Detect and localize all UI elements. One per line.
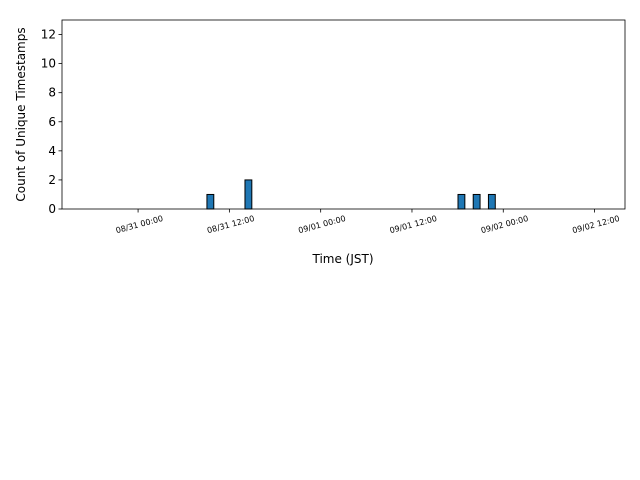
y-tick-label: 4 <box>48 144 56 158</box>
bar <box>487 193 496 210</box>
y-tick-label: 8 <box>48 86 56 100</box>
y-tick-label: 10 <box>41 57 56 71</box>
y-axis-label: Count of Unique Timestamps <box>14 27 28 201</box>
y-tick-label: 12 <box>41 28 56 42</box>
bar <box>206 193 215 210</box>
plot-frame <box>61 19 626 210</box>
y-tick-label: 0 <box>48 202 56 216</box>
y-tick-label: 2 <box>48 173 56 187</box>
bar <box>457 193 466 210</box>
y-tick-label: 6 <box>48 115 56 129</box>
x-axis-label: Time (JST) <box>311 252 373 266</box>
bar <box>244 179 253 210</box>
bar <box>472 193 481 210</box>
